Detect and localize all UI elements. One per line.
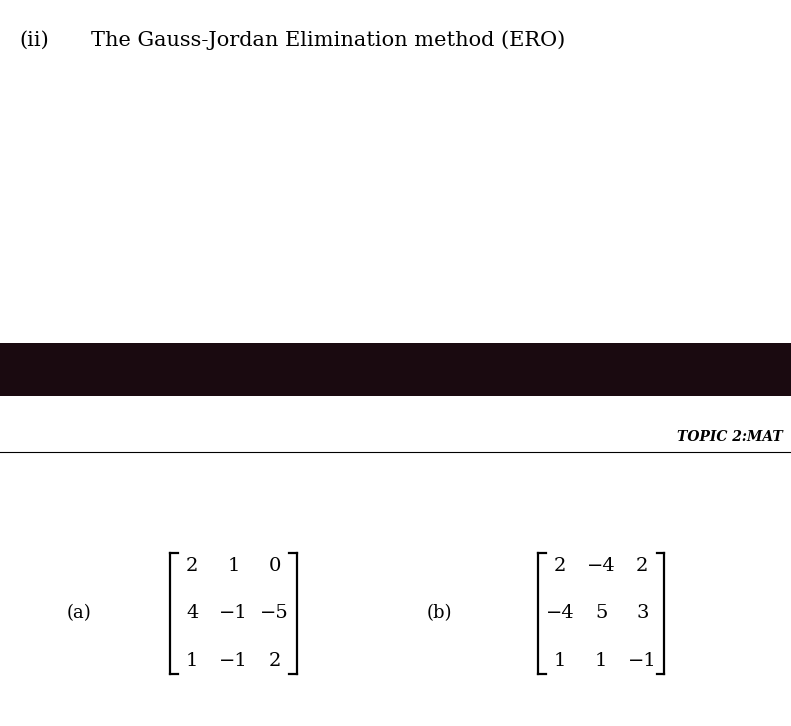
Text: 3: 3 xyxy=(636,605,649,622)
Text: −4: −4 xyxy=(587,558,615,575)
Text: 4: 4 xyxy=(186,605,199,622)
Text: 0: 0 xyxy=(268,558,281,575)
Text: −1: −1 xyxy=(219,652,248,669)
Text: (a): (a) xyxy=(66,605,92,622)
Text: (b): (b) xyxy=(426,605,452,622)
Text: 1: 1 xyxy=(595,652,607,669)
FancyBboxPatch shape xyxy=(0,343,791,396)
Text: 2: 2 xyxy=(636,558,649,575)
Text: 1: 1 xyxy=(554,652,566,669)
Text: (ii): (ii) xyxy=(20,30,50,49)
Text: 2: 2 xyxy=(554,558,566,575)
Text: −5: −5 xyxy=(260,605,289,622)
Text: −4: −4 xyxy=(546,605,574,622)
Text: 1: 1 xyxy=(186,652,199,669)
Text: 2: 2 xyxy=(268,652,281,669)
Text: −1: −1 xyxy=(219,605,248,622)
Text: The Gauss-Jordan Elimination method (ERO): The Gauss-Jordan Elimination method (ERO… xyxy=(91,30,566,50)
Text: 5: 5 xyxy=(595,605,607,622)
Text: 2: 2 xyxy=(186,558,199,575)
Text: TOPIC 2:MAT: TOPIC 2:MAT xyxy=(677,431,783,444)
Text: −1: −1 xyxy=(628,652,657,669)
Text: 1: 1 xyxy=(227,558,240,575)
